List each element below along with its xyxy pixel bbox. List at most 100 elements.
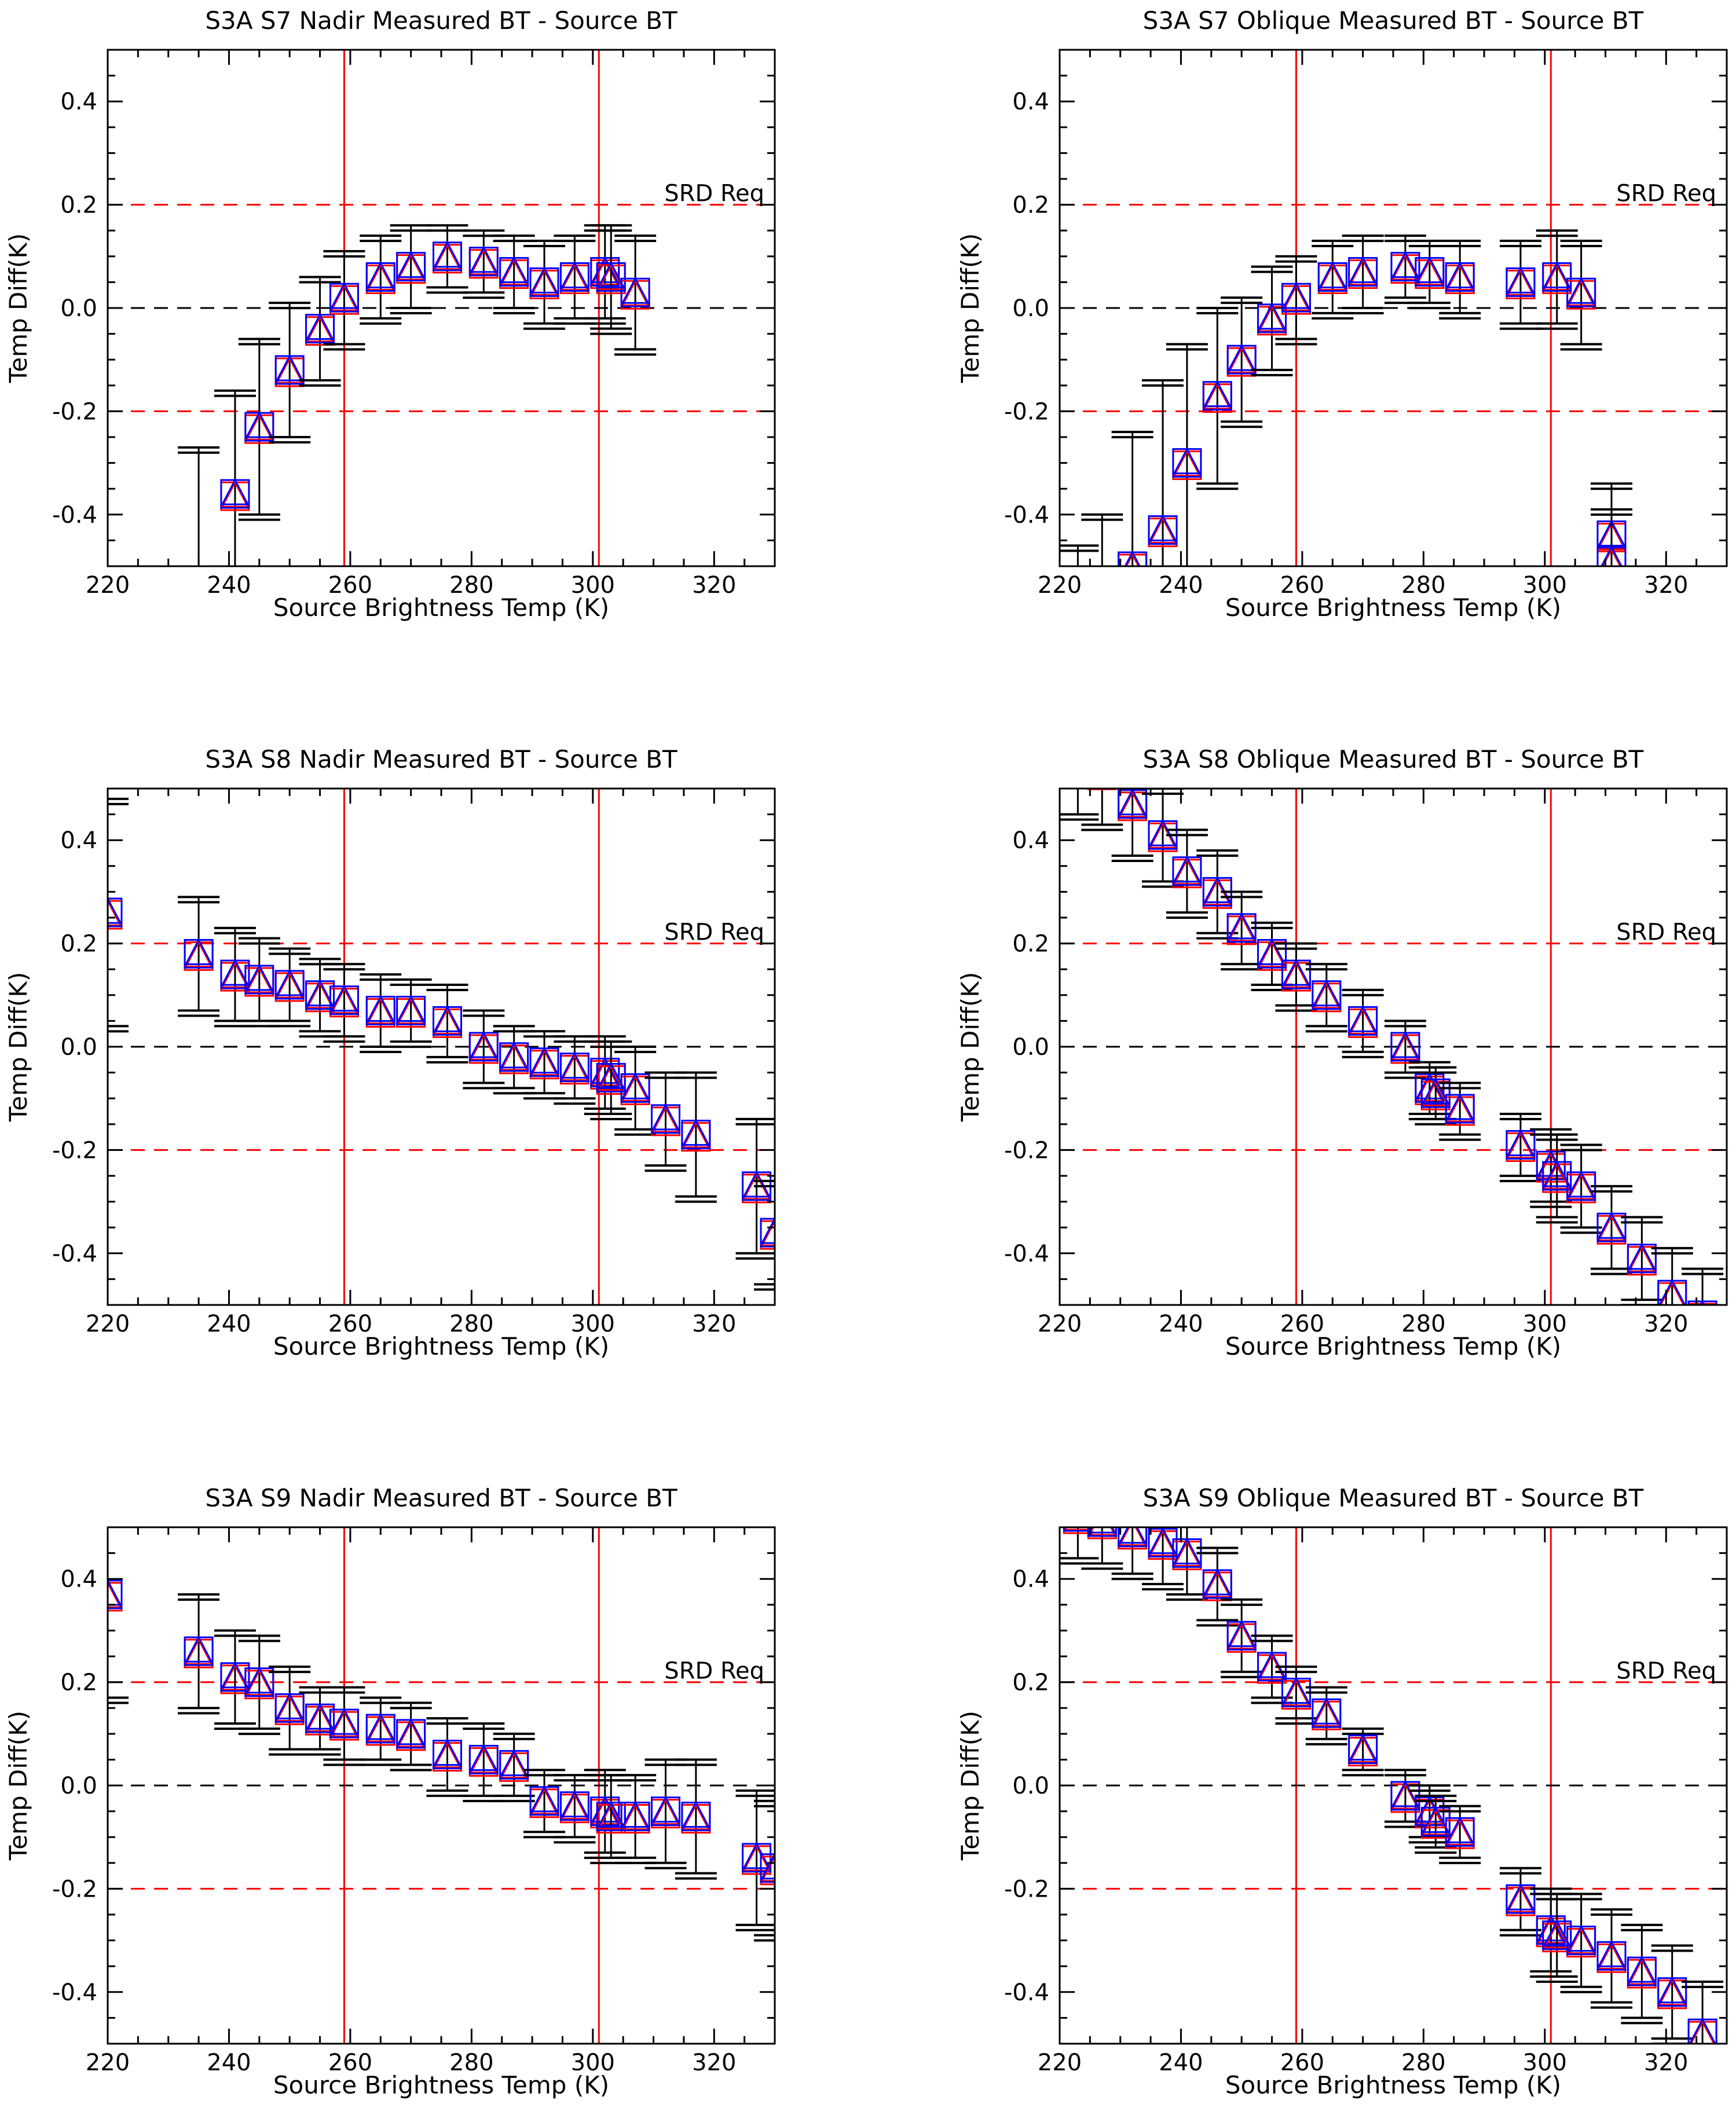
data-point	[1621, 1216, 1663, 1305]
marker-triangle-red	[433, 1741, 462, 1768]
marker-triangle-red	[397, 997, 426, 1025]
req-label: SRD Req	[1616, 919, 1716, 946]
marker-triangle-red	[1421, 1080, 1450, 1107]
x-tick-label: 240	[207, 572, 251, 599]
chart-panel-5: S3A S9 Nadir Measured BT - Source BT SRD …	[4, 1484, 776, 2099]
chart-panel-4: S3A S8 Oblique Measured BT - Source BT SR…	[956, 745, 1728, 1361]
marker-triangle-red	[1445, 1818, 1474, 1846]
data-point	[1342, 234, 1384, 314]
marker-triangle-blue	[433, 240, 462, 268]
marker-triangle-blue	[1445, 1092, 1474, 1120]
marker-triangle-blue	[245, 410, 274, 438]
marker-triangle-red	[366, 997, 395, 1025]
marker-triangle-blue	[306, 313, 335, 340]
data-point	[178, 896, 220, 1017]
marker-triangle-red	[221, 1663, 250, 1691]
marker-triangle-blue	[1089, 759, 1115, 783]
data-point	[323, 1686, 365, 1766]
marker-square-blue	[1064, 604, 1092, 632]
data-point	[390, 1702, 432, 1772]
marker-square-blue	[1064, 749, 1092, 776]
x-tick-label: 280	[1401, 1311, 1445, 1337]
marker-square-blue	[760, 1218, 775, 1248]
marker-triangle-red	[329, 284, 358, 311]
x-tick-label: 260	[1280, 572, 1324, 599]
marker-triangle-red	[275, 1694, 304, 1722]
data-point	[644, 1071, 687, 1172]
marker-triangle-blue	[184, 1635, 213, 1663]
data-point	[1111, 1527, 1153, 1581]
x-tick-label: 220	[1038, 2049, 1082, 2076]
marker-triangle-red	[1349, 258, 1378, 286]
y-tick-label: 0.4	[60, 827, 97, 854]
x-tick-label: 320	[1644, 572, 1688, 599]
marker-triangle-blue	[1391, 1780, 1420, 1807]
data-point	[360, 973, 402, 1053]
data-point	[1591, 1185, 1633, 1275]
marker-triangle-blue	[530, 1046, 559, 1074]
marker-triangle-red	[397, 253, 426, 281]
marker-triangle-red	[1065, 751, 1090, 775]
marker-triangle-blue	[1258, 1651, 1287, 1678]
marker-triangle-blue	[366, 261, 395, 288]
req-label: SRD Req	[664, 181, 764, 207]
data-point	[1060, 544, 1099, 632]
plot-area	[108, 1527, 775, 2044]
marker-triangle-red	[1597, 1213, 1626, 1241]
marker-triangle-blue	[682, 1119, 710, 1146]
x-axis-label: Source Brightness Temp (K)	[273, 593, 609, 622]
marker-triangle-red	[596, 1064, 625, 1092]
marker-triangle-red	[596, 1803, 625, 1831]
marker-square-red	[1088, 586, 1116, 614]
chart-panel-3: S3A S8 Nadir Measured BT - Source BT SRD …	[4, 745, 776, 1361]
data-point	[1251, 265, 1293, 377]
data-point	[108, 1527, 129, 1704]
marker-triangle-red	[621, 279, 650, 306]
y-axis-label: Temp Diff(K)	[956, 233, 984, 384]
marker-triangle-red	[651, 1105, 680, 1133]
data-point	[523, 1769, 566, 1839]
marker-triangle-blue	[1567, 1170, 1596, 1198]
data-point	[1591, 1908, 1633, 2009]
data-point	[1342, 988, 1384, 1058]
marker-triangle-blue	[275, 969, 304, 996]
marker-triangle-red	[621, 1075, 650, 1102]
marker-triangle-red	[1415, 258, 1444, 286]
marker-triangle-red	[245, 966, 274, 993]
x-tick-label: 300	[571, 572, 615, 599]
marker-triangle-red	[275, 356, 304, 384]
marker-triangle-blue	[1543, 1919, 1572, 1947]
plot-area	[1060, 1527, 1727, 2044]
marker-triangle-blue	[366, 1713, 395, 1740]
y-tick-label: 0.4	[60, 89, 97, 115]
marker-triangle-blue	[1391, 1031, 1420, 1058]
marker-triangle-red	[184, 940, 213, 967]
marker-triangle-blue	[1118, 1527, 1147, 1544]
marker-triangle-red	[275, 971, 304, 999]
chart-panel-1: S3A S7 Nadir Measured BT - Source BT SRD …	[4, 6, 776, 622]
marker-triangle-blue	[1227, 912, 1256, 940]
marker-triangle-blue	[1203, 876, 1232, 903]
marker-square-red	[1087, 789, 1117, 790]
y-tick-label: -0.2	[1004, 1137, 1049, 1164]
marker-triangle-blue	[1203, 1568, 1232, 1596]
data-point	[1560, 240, 1602, 351]
marker-triangle-blue	[560, 1790, 589, 1818]
x-tick-label: 320	[1644, 2049, 1688, 2076]
marker-triangle-red	[221, 480, 250, 508]
data-point	[554, 234, 596, 325]
data-point	[426, 983, 468, 1064]
data-point	[178, 446, 220, 566]
x-tick-label: 260	[1280, 2049, 1324, 2076]
marker-triangle-blue	[1087, 1527, 1116, 1534]
x-tick-label: 300	[1523, 2049, 1567, 2076]
marker-triangle-blue	[1658, 1976, 1687, 2004]
marker-triangle-red	[1148, 1529, 1177, 1557]
marker-triangle-red	[530, 1787, 559, 1815]
x-axis-label: Source Brightness Temp (K)	[1225, 2071, 1561, 2099]
chart-title: S3A S8 Nadir Measured BT - Source BT	[205, 745, 677, 773]
marker-square-red	[1064, 751, 1092, 779]
data-point	[523, 240, 566, 330]
marker-triangle-red	[1543, 263, 1572, 291]
marker-triangle-red	[1281, 960, 1310, 988]
